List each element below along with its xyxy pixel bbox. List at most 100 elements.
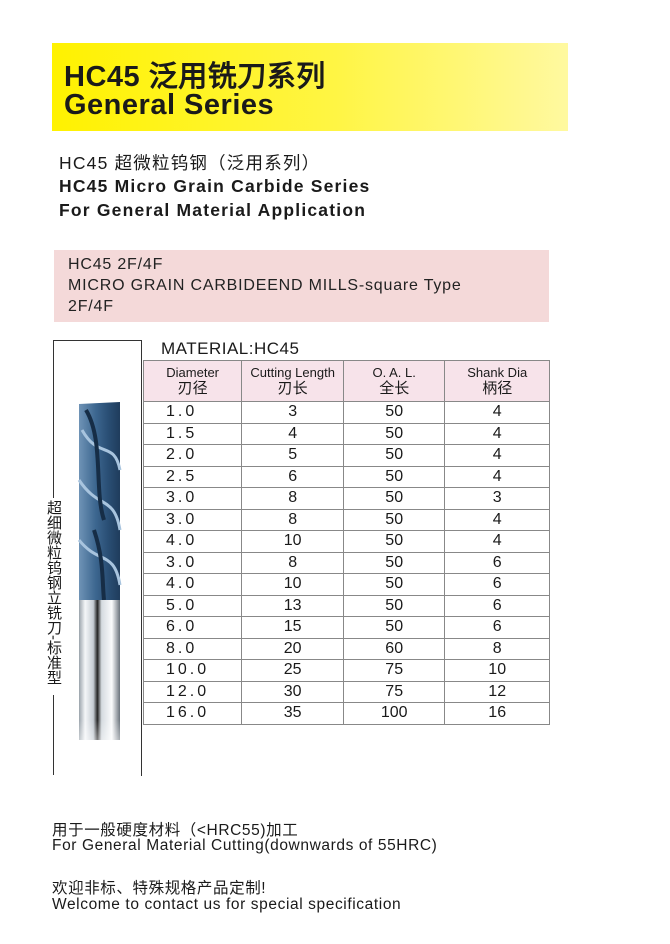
shank-dia-cell: 6 <box>444 594 550 617</box>
shank-dia-cell: 4 <box>444 401 550 424</box>
subtitle-cn: HC45 超微粒钨钢（泛用系列） <box>59 153 321 173</box>
oal-cell: 75 <box>342 680 446 703</box>
oal-cell: 50 <box>342 487 446 510</box>
table-row: 1.0 3 50 4 <box>142 401 550 424</box>
column-header-en: Cutting Length <box>250 365 335 380</box>
shank-dia-cell: 6 <box>444 616 550 639</box>
oal-cell: 50 <box>342 508 446 531</box>
column-header: Diameter 刃径 <box>142 360 243 402</box>
shank-dia-cell: 4 <box>444 508 550 531</box>
table-row: 16.0 35 100 16 <box>142 702 550 725</box>
subtitle-application: For General Material Application <box>59 200 367 220</box>
cutting-length-cell: 15 <box>241 616 344 639</box>
oal-cell: 50 <box>342 551 446 574</box>
cutting-length-cell: 10 <box>241 530 344 553</box>
table-row: 2.5 6 50 4 <box>142 465 550 488</box>
cutting-length-cell: 3 <box>241 401 344 424</box>
diameter-cell: 5.0 <box>142 594 243 617</box>
bracket-line <box>53 695 54 775</box>
oal-cell: 60 <box>342 637 446 660</box>
footer-custom-cn: 欢迎非标、特殊规格产品定制! <box>52 880 267 897</box>
column-header-cn: 刃长 <box>277 380 308 397</box>
diameter-cell: 6.0 <box>142 616 243 639</box>
column-header-cn: 柄径 <box>482 380 513 397</box>
table-row: 5.0 13 50 6 <box>142 594 550 617</box>
cutting-length-cell: 35 <box>241 702 344 725</box>
shank-dia-cell: 8 <box>444 637 550 660</box>
shank-dia-cell: 4 <box>444 444 550 467</box>
diameter-cell: 3.0 <box>142 487 243 510</box>
oal-cell: 50 <box>342 573 446 596</box>
table-row: 6.0 15 50 6 <box>142 616 550 639</box>
table-row: 2.0 5 50 4 <box>142 444 550 467</box>
diameter-cell: 3.0 <box>142 551 243 574</box>
diameter-cell: 4.0 <box>142 530 243 553</box>
footer-usage-cn: 用于一般硬度材料（<HRC55)加工 <box>52 822 299 839</box>
table-row: 3.0 8 50 3 <box>142 487 550 510</box>
oal-cell: 50 <box>342 422 446 445</box>
oal-cell: 50 <box>342 616 446 639</box>
product-model: HC45 2F/4F <box>68 256 164 273</box>
cutting-length-cell: 10 <box>241 573 344 596</box>
diameter-cell: 12.0 <box>142 680 243 703</box>
diameter-cell: 16.0 <box>142 702 243 725</box>
table-row: 8.0 20 60 8 <box>142 637 550 660</box>
column-header-en: O. A. L. <box>372 365 416 380</box>
table-row: 1.5 4 50 4 <box>142 422 550 445</box>
shank-dia-cell: 4 <box>444 530 550 553</box>
diameter-cell: 4.0 <box>142 573 243 596</box>
diameter-cell: 8.0 <box>142 637 243 660</box>
product-flutes: 2F/4F <box>68 298 114 315</box>
column-header-cn: 全长 <box>379 380 410 397</box>
diameter-cell: 2.0 <box>142 444 243 467</box>
oal-cell: 100 <box>342 702 446 725</box>
shank-dia-cell: 16 <box>444 702 550 725</box>
product-box: HC45 2F/4F MICRO GRAIN CARBIDEEND MILLS-… <box>54 250 549 322</box>
end-mill-tool-icon <box>77 402 122 770</box>
column-header: O. A. L. 全长 <box>342 360 446 402</box>
diameter-cell: 1.0 <box>142 401 243 424</box>
column-header-en: Diameter <box>166 365 220 380</box>
title-cn: HC45 泛用铣刀系列 <box>64 61 326 93</box>
product-description: MICRO GRAIN CARBIDEEND MILLS-square Type <box>68 277 462 294</box>
oal-cell: 75 <box>342 659 446 682</box>
oal-cell: 50 <box>342 530 446 553</box>
table-row: 3.0 8 50 6 <box>142 551 550 574</box>
shank-dia-cell: 6 <box>444 551 550 574</box>
table-row: 3.0 8 50 4 <box>142 508 550 531</box>
material-label: MATERIAL:HC45 <box>161 339 300 358</box>
cutting-length-cell: 4 <box>241 422 344 445</box>
cutting-length-cell: 8 <box>241 551 344 574</box>
oal-cell: 50 <box>342 594 446 617</box>
column-header-en: Shank Dia <box>467 365 528 380</box>
shank-dia-cell: 3 <box>444 487 550 510</box>
shank-dia-cell: 10 <box>444 659 550 682</box>
title-en: General Series <box>64 89 275 121</box>
cutting-length-cell: 25 <box>241 659 344 682</box>
diameter-cell: 10.0 <box>142 659 243 682</box>
cutting-length-cell: 6 <box>241 465 344 488</box>
cutting-length-cell: 30 <box>241 680 344 703</box>
diameter-cell: 1.5 <box>142 422 243 445</box>
table-row: 4.0 10 50 6 <box>142 573 550 596</box>
table-row: 4.0 10 50 4 <box>142 530 550 553</box>
shank-dia-cell: 4 <box>444 422 550 445</box>
shank-dia-cell: 12 <box>444 680 550 703</box>
spec-table: Diameter 刃径 Cutting Length 刃长 O. A. L. 全长 Shan… <box>142 360 550 725</box>
table-row: 10.0 25 75 10 <box>142 659 550 682</box>
shank-dia-cell: 4 <box>444 465 550 488</box>
cutting-length-cell: 13 <box>241 594 344 617</box>
side-label: 超细微粒钨钢立铣刀-标准型 <box>45 500 62 685</box>
footer-usage-en: For General Material Cutting(downwards o… <box>52 837 438 854</box>
table-row: 12.0 30 75 12 <box>142 680 550 703</box>
cutting-length-cell: 8 <box>241 487 344 510</box>
footer-custom-en: Welcome to contact us for special specif… <box>52 896 402 913</box>
oal-cell: 50 <box>342 465 446 488</box>
column-header: Cutting Length 刃长 <box>241 360 344 402</box>
cutting-length-cell: 8 <box>241 508 344 531</box>
diameter-cell: 3.0 <box>142 508 243 531</box>
column-header-cn: 刃径 <box>177 380 208 397</box>
bracket-frame <box>53 340 142 776</box>
shank-dia-cell: 6 <box>444 573 550 596</box>
diameter-cell: 2.5 <box>142 465 243 488</box>
